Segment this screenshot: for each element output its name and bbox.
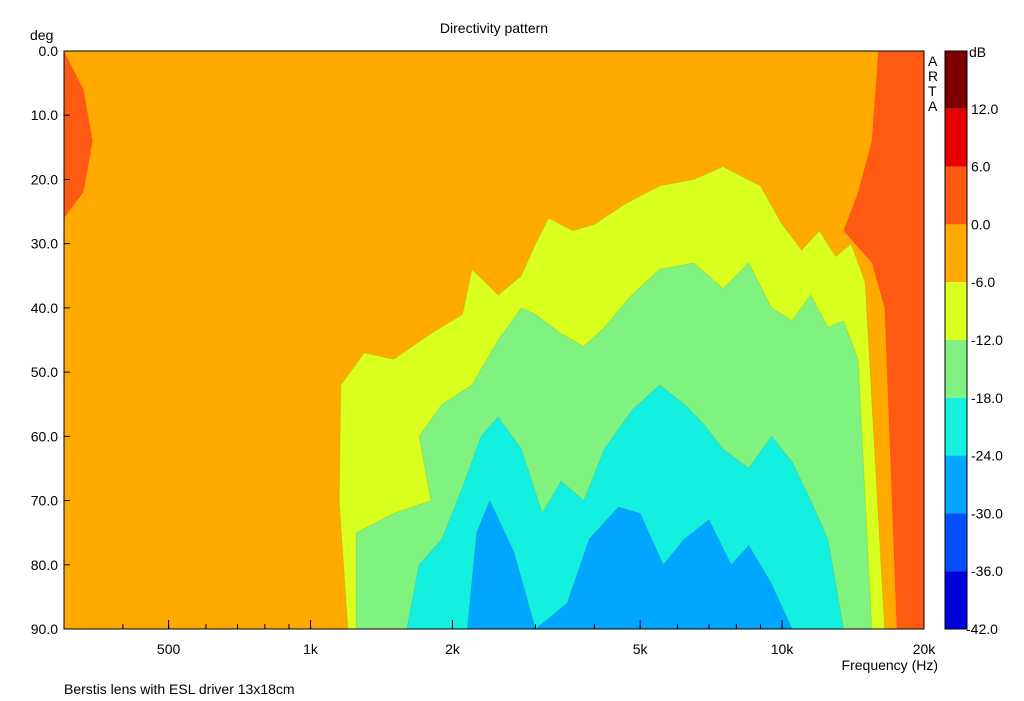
contour-band-positive (843, 51, 924, 629)
colorbar-label: -18.0 (971, 390, 1003, 406)
contour-line (406, 384, 844, 629)
x-axis-label: Frequency (Hz) (842, 657, 938, 673)
watermark-letter: A (928, 53, 938, 69)
contour-line (338, 166, 886, 629)
y-axis-ticks: 0.0 10.0 20.0 30.0 40.0 50.0 60.0 70.0 80.0 90.0 (31, 43, 70, 637)
x-axis-ticks: 500 1k 2k 5k 10k 20k (157, 620, 936, 657)
x-tick-label: 500 (157, 641, 181, 657)
colorbar-segment (945, 571, 967, 629)
watermark: A R T A (928, 53, 938, 114)
colorbar-label: 6.0 (971, 159, 991, 175)
colorbar-frame (944, 50, 968, 630)
contour-band (467, 500, 793, 629)
colorbar-label: -42.0 (966, 621, 998, 637)
colorbar-segment (945, 282, 967, 340)
y-tick-label: 20.0 (31, 171, 58, 187)
x-tick-label: 2k (445, 641, 461, 657)
colorbar-segment (945, 224, 967, 283)
colorbar-segment (945, 455, 967, 514)
y-tick-label: 50.0 (31, 364, 58, 380)
colorbar-segment (945, 51, 967, 109)
contour-line (466, 499, 793, 629)
contour-band-positive (64, 51, 93, 218)
y-tick-label: 40.0 (31, 300, 58, 316)
y-tick-label: 90.0 (31, 621, 58, 637)
colorbar-segment (945, 340, 967, 398)
colorbar-label: 0.0 (971, 216, 991, 232)
y-tick-label: 30.0 (31, 236, 58, 252)
x-tick-label: 5k (633, 641, 649, 657)
colorbar-label: -6.0 (971, 274, 995, 290)
colorbar-label: -24.0 (971, 448, 1003, 464)
y-tick-label: 0.0 (39, 43, 59, 59)
colorbar-label: 12.0 (971, 101, 998, 117)
chart-title: Directivity pattern (440, 20, 548, 36)
colorbar-segment (945, 108, 967, 167)
y-tick-label: 80.0 (31, 557, 58, 573)
x-tick-label: 20k (913, 641, 937, 657)
footer-caption: Berstis lens with ESL driver 13x18cm (64, 681, 295, 697)
watermark-letter: T (928, 83, 937, 99)
y-tick-label: 60.0 (31, 428, 58, 444)
x-tick-label: 10k (771, 641, 795, 657)
y-tick-label: 10.0 (31, 107, 58, 123)
colorbar-label: -30.0 (971, 505, 1003, 521)
watermark-letter: R (928, 68, 938, 84)
watermark-letter: A (928, 98, 938, 114)
colorbar-segment (945, 513, 967, 572)
contour-line (355, 262, 873, 629)
y-tick-label: 70.0 (31, 493, 58, 509)
colorbar-unit: dB (969, 44, 986, 60)
colorbar-label: -36.0 (971, 563, 1003, 579)
y-axis-label: deg (30, 27, 53, 43)
plot-area (64, 51, 924, 629)
colorbar-segment (945, 397, 967, 456)
colorbar-label: -12.0 (971, 332, 1003, 348)
plot-frame (63, 50, 925, 630)
x-tick-label: 1k (303, 641, 319, 657)
colorbar-segment (945, 166, 967, 225)
colorbar: 12.0 6.0 0.0 -6.0 -12.0 -18.0 -24.0 -30.0 -36.0 -… (944, 50, 1003, 637)
